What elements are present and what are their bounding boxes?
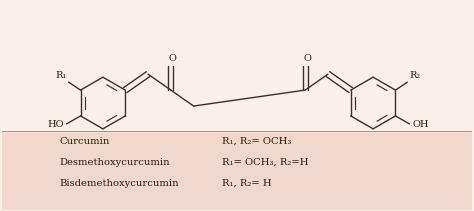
Text: O: O (169, 54, 177, 64)
Text: R₂: R₂ (410, 71, 420, 80)
Text: Curcumin: Curcumin (59, 137, 109, 146)
Text: Desmethoxycurcumin: Desmethoxycurcumin (59, 158, 170, 167)
Text: R₁= OCH₃, R₂=H: R₁= OCH₃, R₂=H (222, 158, 309, 167)
Text: R₁: R₁ (55, 71, 67, 80)
Text: O: O (303, 54, 311, 64)
Text: HO: HO (47, 120, 64, 129)
Text: R₁, R₂= H: R₁, R₂= H (222, 179, 272, 188)
Text: Bisdemethoxycurcumin: Bisdemethoxycurcumin (59, 179, 179, 188)
Bar (1, 1, 473, 131)
Bar (1, 131, 473, 210)
Text: OH: OH (412, 120, 429, 129)
Text: R₁, R₂= OCH₃: R₁, R₂= OCH₃ (222, 137, 292, 146)
